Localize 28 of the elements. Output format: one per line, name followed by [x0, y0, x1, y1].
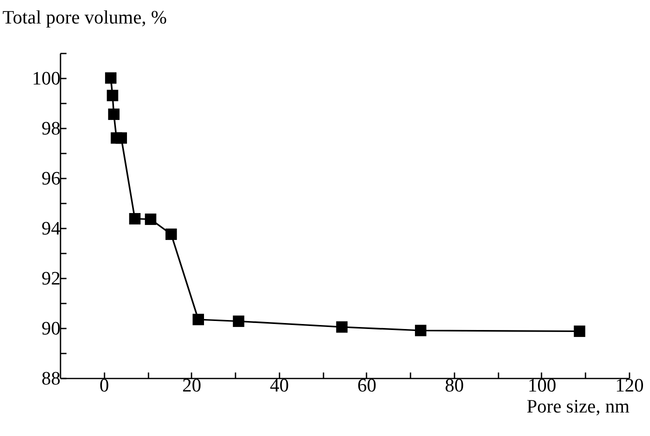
x-tick-label: 20 — [182, 376, 202, 396]
y-tick-label: 90 — [42, 318, 60, 340]
x-axis-title: Pore size, nm — [526, 396, 630, 418]
y-tick-label: 92 — [42, 268, 60, 290]
y-tick-label: 88 — [42, 368, 60, 390]
y-tick-label: 94 — [42, 218, 61, 240]
y-tick-label: 98 — [42, 118, 60, 140]
point — [336, 321, 348, 333]
point — [129, 213, 141, 224]
x-tick-label: 100 — [528, 376, 556, 396]
point — [414, 324, 426, 336]
x-tick-label: 40 — [270, 376, 289, 396]
x-tick-label: 120 — [615, 376, 644, 396]
x-tick-label: 80 — [444, 376, 464, 396]
y-tick-label: 96 — [42, 168, 60, 190]
y-tick-label: 100 — [32, 68, 60, 90]
point — [116, 132, 127, 144]
point — [144, 214, 156, 225]
point — [105, 72, 116, 84]
x-tick-label: 0 — [100, 376, 110, 396]
x-tick-label: 60 — [357, 376, 376, 396]
point — [165, 228, 177, 240]
y-axis-title: Total pore volume, % — [2, 8, 168, 28]
point — [192, 314, 204, 326]
point — [106, 90, 118, 102]
point — [108, 108, 120, 120]
point — [232, 316, 244, 327]
point — [574, 326, 586, 337]
